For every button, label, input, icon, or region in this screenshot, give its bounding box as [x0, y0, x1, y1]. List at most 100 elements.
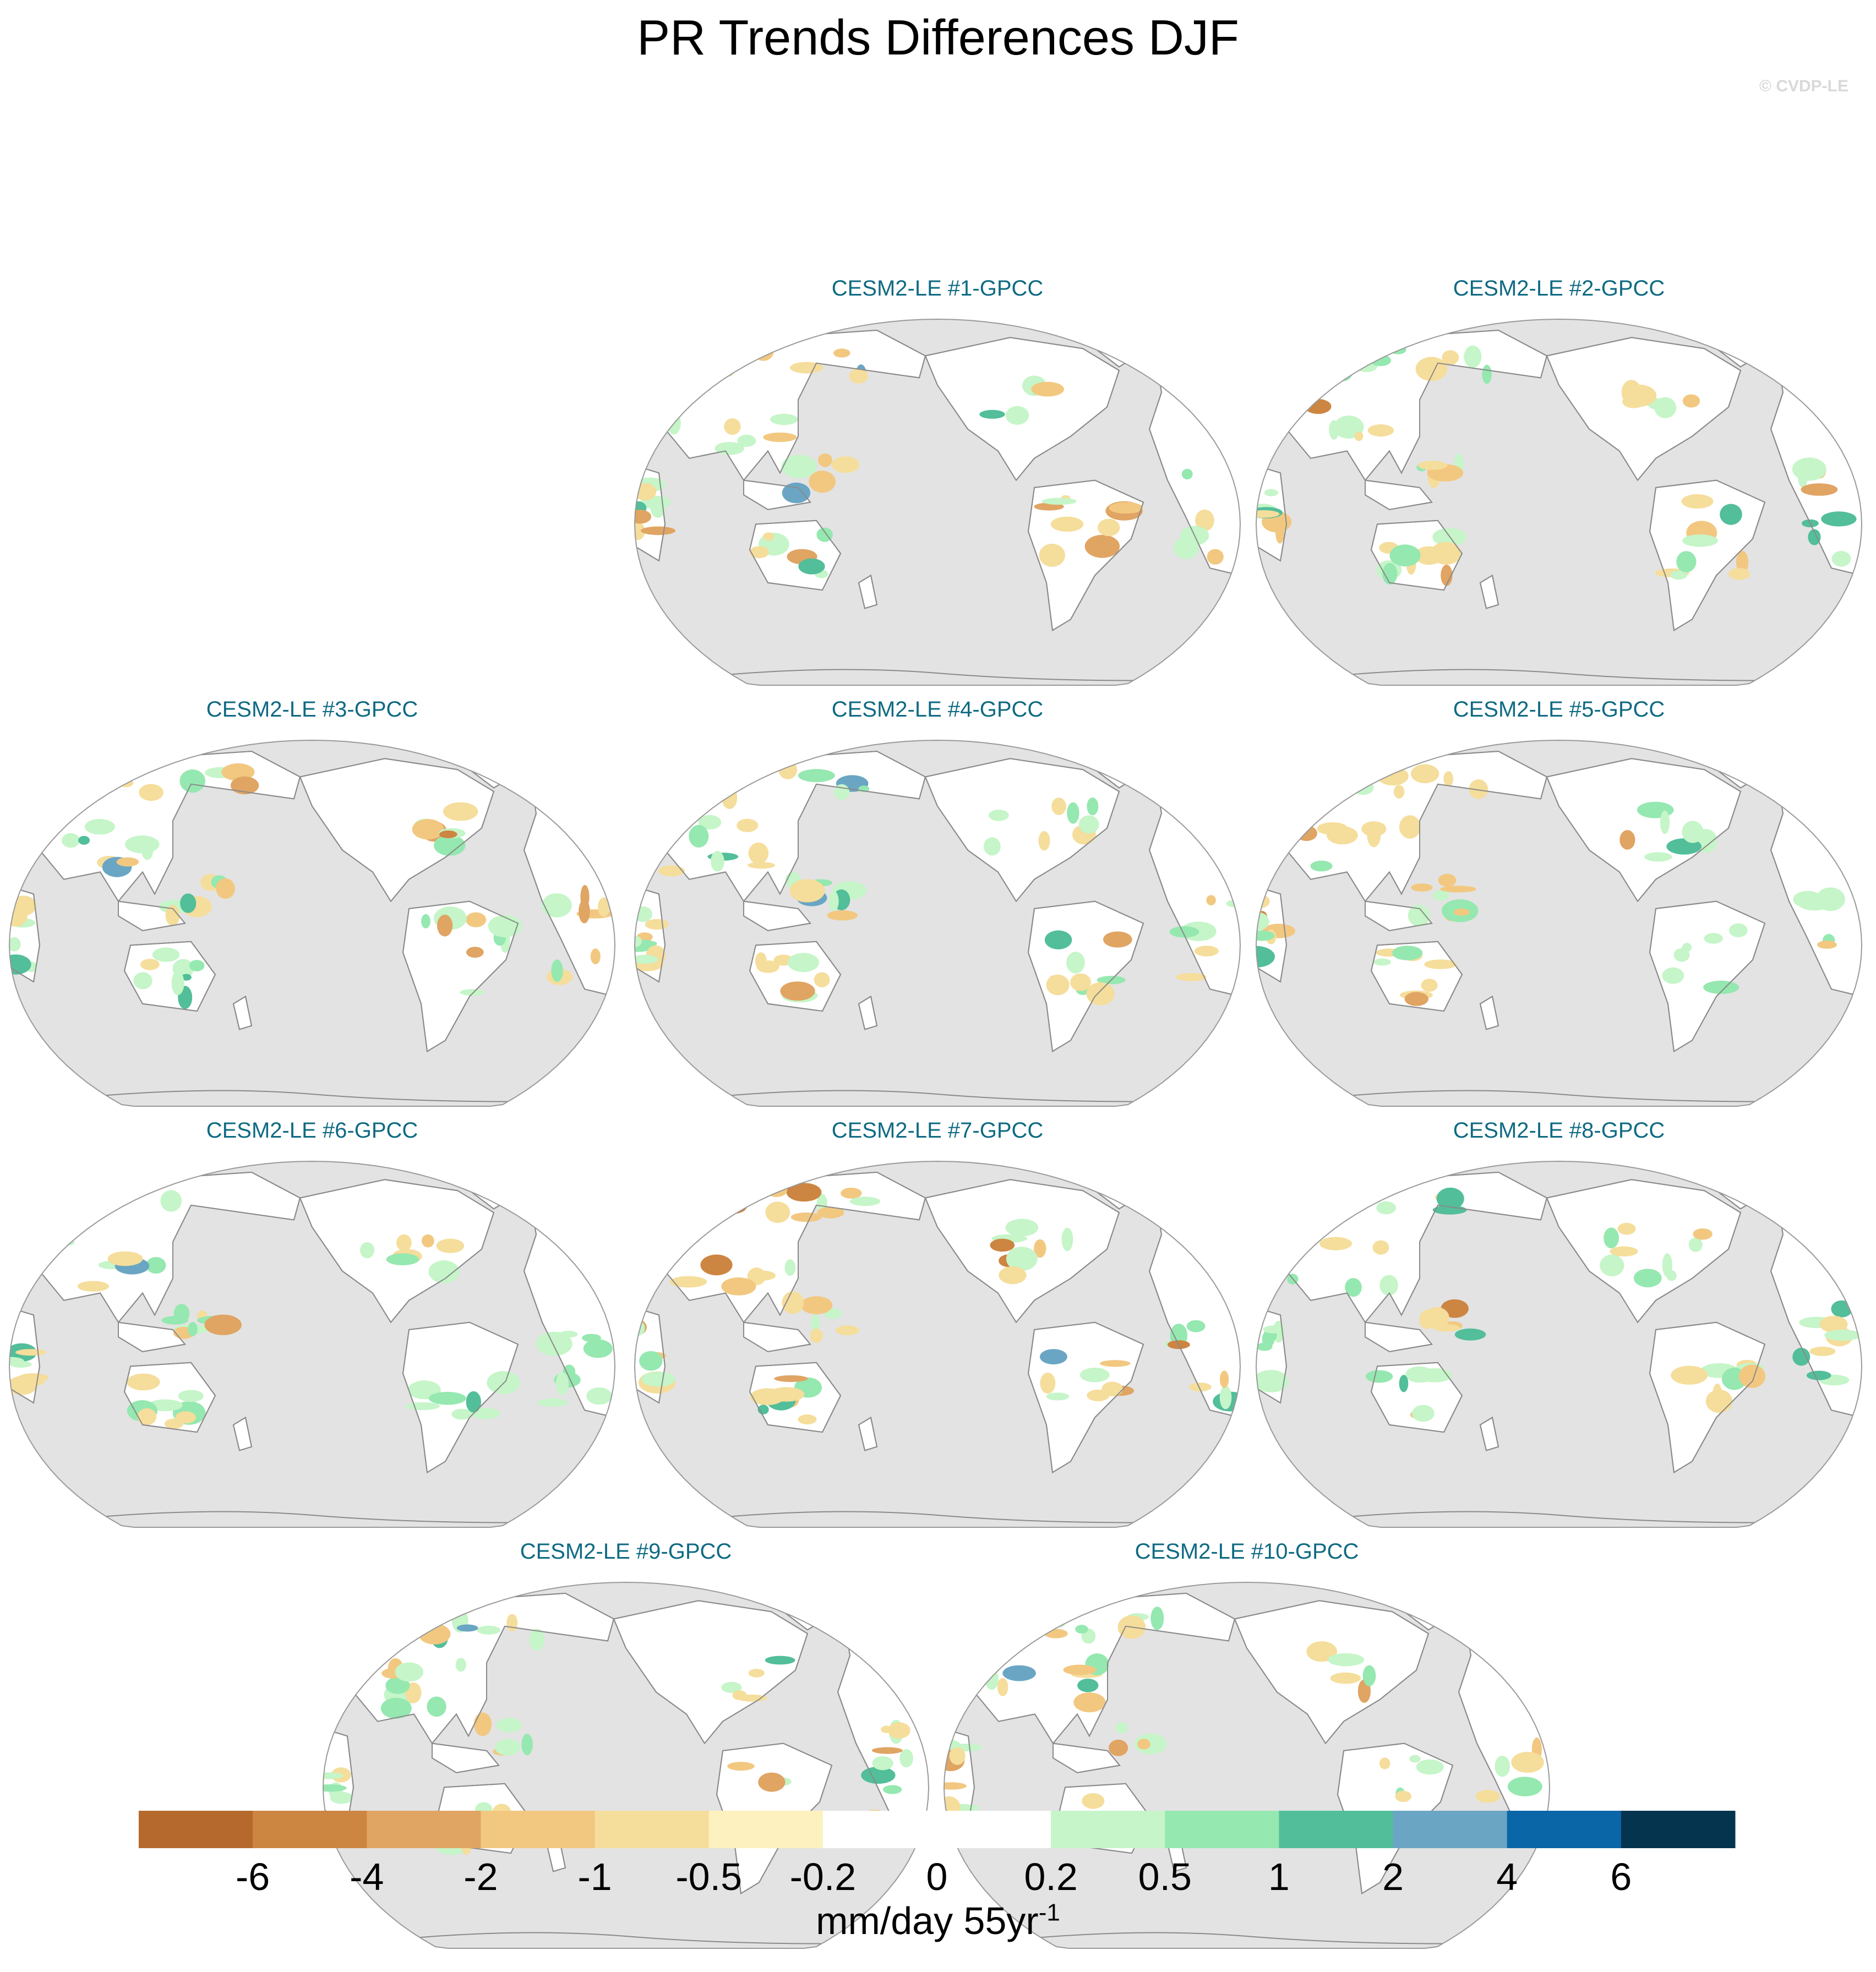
antarctica-coast	[1286, 1511, 1832, 1523]
trend-patch	[1831, 551, 1851, 567]
colorbar-swatch	[481, 1811, 595, 1848]
trend-patch	[1436, 1187, 1464, 1210]
trend-patch	[1354, 431, 1364, 441]
trend-patch	[583, 1339, 613, 1358]
trend-patch	[1442, 350, 1459, 365]
panel-title: CESM2-LE #4-GPCC	[831, 697, 1044, 722]
trend-patch	[1792, 1347, 1810, 1366]
trend-patch	[782, 482, 811, 504]
trend-patch	[1084, 534, 1120, 558]
trend-patch	[689, 824, 709, 848]
trend-patch	[798, 769, 835, 783]
trend-patch	[1366, 1370, 1393, 1383]
trend-patch	[849, 368, 868, 384]
antarctica-coast	[39, 1511, 585, 1523]
trend-patch	[579, 899, 590, 924]
trend-patch	[1362, 1665, 1376, 1686]
trend-patch	[1103, 931, 1132, 948]
colorbar-swatch	[139, 1811, 253, 1848]
colorbar-units: mm/day 55yr-1	[0, 1899, 1876, 1943]
trend-patch	[178, 1390, 204, 1402]
trend-patch	[1039, 543, 1066, 567]
trend-patch	[711, 851, 724, 872]
trend-patch	[1256, 1370, 1289, 1392]
trend-patch	[15, 1349, 47, 1356]
trend-patch	[1809, 1346, 1836, 1356]
trend-patch	[1219, 1370, 1229, 1388]
trend-patch	[1169, 926, 1199, 938]
map-panel	[1255, 1160, 1863, 1528]
trend-patch	[1005, 1219, 1039, 1237]
trend-patch	[137, 1408, 157, 1425]
trend-patch	[835, 1325, 859, 1336]
trend-patch	[1367, 424, 1394, 437]
colorbar-swatch	[1165, 1811, 1279, 1848]
trend-patch	[1619, 830, 1635, 850]
trend-patch	[1195, 509, 1214, 532]
trend-patch	[1031, 381, 1064, 397]
trend-patch	[727, 1762, 755, 1771]
trend-patch	[380, 1697, 412, 1719]
trend-patch	[782, 1291, 804, 1314]
trend-patch	[1367, 823, 1381, 848]
trend-patch	[1330, 1672, 1361, 1684]
colorbar-tick-label: -6	[235, 1855, 270, 1898]
trend-patch	[1256, 1342, 1273, 1351]
trend-patch	[1411, 883, 1433, 892]
trend-patch	[1078, 815, 1099, 834]
trend-patch	[323, 1784, 347, 1792]
trend-patch	[1109, 1739, 1128, 1756]
trend-patch	[61, 833, 80, 848]
trend-patch	[888, 1722, 910, 1739]
trend-patch	[559, 1330, 578, 1338]
trend-patch	[1329, 420, 1339, 440]
colorbar-tick-label: 6	[1610, 1855, 1632, 1898]
colorbar-tick-label: 0	[926, 1855, 948, 1898]
trend-patch	[221, 763, 255, 781]
trend-patch	[787, 953, 819, 973]
trend-patch	[1256, 510, 1280, 518]
trend-patch	[698, 815, 722, 830]
map-border	[8, 739, 616, 1107]
trend-patch	[437, 914, 453, 937]
trend-patch	[188, 1321, 198, 1337]
trend-patch	[139, 784, 163, 801]
trend-patch	[1310, 860, 1333, 872]
panel-title: CESM2-LE #9-GPCC	[520, 1539, 732, 1564]
map-border	[1255, 739, 1863, 1107]
trend-patch	[84, 819, 115, 835]
trend-patch	[1073, 1692, 1106, 1713]
trend-patch	[899, 1749, 913, 1768]
trend-patch	[160, 1190, 182, 1212]
trend-patch	[1660, 810, 1670, 834]
trend-patch	[658, 865, 685, 877]
trend-patch	[175, 1411, 197, 1424]
trend-patch	[179, 769, 206, 793]
colorbar-tick-label: 0.2	[1024, 1855, 1078, 1898]
trend-patch	[323, 1772, 343, 1779]
trend-patch	[1729, 923, 1748, 938]
trend-patch	[809, 471, 836, 493]
trend-patch	[1443, 771, 1453, 787]
colorbar-tick-label: -2	[463, 1855, 498, 1898]
trend-patch	[1666, 1270, 1677, 1281]
trend-patch	[1040, 1349, 1067, 1365]
trend-patch	[551, 959, 563, 982]
antarctica-coast	[974, 1932, 1520, 1944]
trend-patch	[471, 1408, 500, 1419]
trend-patch	[989, 810, 1009, 821]
trend-patch	[1046, 974, 1070, 996]
trend-patch	[107, 1251, 143, 1266]
colorbar-tick-label: -0.5	[675, 1855, 742, 1898]
trend-patch	[1082, 1793, 1105, 1809]
trend-patch	[763, 432, 797, 443]
trend-patch	[1610, 1246, 1638, 1257]
colorbar-swatch	[1621, 1811, 1736, 1848]
trend-patch	[1372, 1240, 1389, 1255]
trend-patch	[521, 1734, 533, 1756]
trend-patch	[1395, 1790, 1411, 1802]
trend-patch	[1063, 1664, 1097, 1675]
trend-patch	[116, 857, 139, 867]
trend-patch	[427, 1696, 446, 1717]
